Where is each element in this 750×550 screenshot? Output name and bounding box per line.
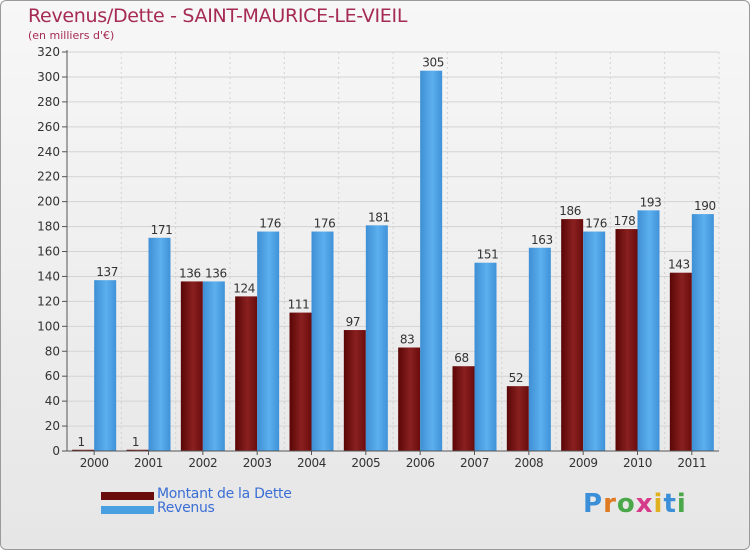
x-tick-label: 2002 [188,456,217,470]
labels-layer: 0 20 40 60 80 100 120 140 160 180 200 220 240 260 280 3… [37,45,716,470]
legend-label-revenus: Revenus [157,500,215,516]
y-tick-label: 0 [52,444,60,458]
data-label-revenus: 171 [151,223,173,237]
data-label-dette: 178 [614,214,636,228]
bar-revenus [311,231,334,451]
y-tick-label: 300 [37,70,60,84]
logo-letter: o [616,489,636,519]
bar-revenus [474,262,497,451]
data-label-dette: 124 [233,281,255,295]
x-tick-label: 2007 [460,456,489,470]
y-tick-label: 140 [37,269,60,283]
x-tick-label: 2010 [623,456,652,470]
bar-dette [398,347,421,451]
y-tick-label: 240 [37,145,60,159]
data-label-dette: 1 [132,435,139,449]
bar-dette [506,386,529,451]
x-tick-label: 2000 [80,456,109,470]
grid-layer [66,51,720,452]
x-tick-label: 2004 [297,456,326,470]
bar-revenus [528,247,551,451]
y-tick-label: 320 [37,45,60,59]
x-tick-label: 2005 [351,456,380,470]
data-label-revenus: 176 [585,217,607,231]
y-tick-label: 120 [37,294,60,308]
bar-revenus [637,210,660,451]
data-label-dette: 52 [509,371,523,385]
logo-letter: i [653,489,664,519]
data-label-revenus: 151 [477,248,499,262]
x-tick-label: 2008 [514,456,543,470]
legend-swatch-dette [101,492,154,500]
data-label-dette: 186 [559,204,581,218]
bar-revenus [365,225,388,451]
bar-dette [289,312,312,451]
x-tick-label: 2011 [677,456,706,470]
data-label-revenus: 136 [205,266,227,280]
bar-dette [235,296,258,451]
bar-dette [343,330,366,451]
bar-revenus [94,280,117,451]
bar-dette [669,272,692,451]
bar-dette [72,449,95,451]
y-tick-label: 20 [45,419,60,433]
bar-revenus [148,237,171,451]
data-label-dette: 83 [400,333,414,347]
bar-revenus [583,231,606,451]
bar-revenus [691,214,714,451]
logo-letter: P [583,489,604,519]
y-tick-label: 220 [37,170,60,184]
data-label-dette: 68 [454,351,468,365]
bar-dette [126,449,149,451]
data-label-revenus: 190 [694,199,716,213]
data-label-revenus: 176 [259,217,281,231]
legend-label-dette: Montant de la Dette [157,486,292,502]
data-label-dette: 111 [288,298,310,312]
axis-layer [62,50,719,455]
x-tick-label: 2009 [569,456,598,470]
x-tick-label: 2006 [406,456,435,470]
data-label-dette: 136 [179,266,201,280]
bars-layer [72,70,714,451]
chart-title: Revenus/Dette - SAINT-MAURICE-LE-VIEIL [28,5,408,27]
bar-revenus [202,281,225,451]
y-tick-label: 40 [45,394,60,408]
logo-letter: x [635,489,654,519]
chart-subtitle: (en milliers d'€) [28,29,115,42]
bar-dette [561,219,584,451]
logo-letter: i [676,489,687,519]
y-tick-label: 200 [37,195,60,209]
bar-dette [180,281,203,451]
y-tick-label: 80 [45,344,60,358]
proxiti-logo: Proxiti [583,489,687,519]
y-tick-label: 260 [37,120,60,134]
bar-revenus [420,70,443,451]
data-label-revenus: 305 [422,56,444,70]
logo-letter: r [603,489,617,519]
bar-dette [615,229,638,451]
data-label-revenus: 137 [96,265,118,279]
data-label-revenus: 193 [640,195,662,209]
y-tick-label: 160 [37,245,60,259]
bar-revenus [257,231,280,451]
data-label-dette: 97 [346,315,360,329]
y-tick-label: 60 [45,369,60,383]
x-tick-label: 2003 [243,456,272,470]
bar-dette [452,366,475,451]
legend-swatch-revenus [101,506,154,514]
data-label-dette: 143 [668,258,690,272]
y-tick-label: 180 [37,220,60,234]
data-label-revenus: 176 [314,217,336,231]
data-label-revenus: 181 [368,210,390,224]
y-tick-label: 280 [37,95,60,109]
logo-letter: t [663,489,677,519]
y-tick-label: 100 [37,319,60,333]
data-label-revenus: 163 [531,233,553,247]
x-tick-label: 2001 [134,456,163,470]
data-label-dette: 1 [78,435,85,449]
